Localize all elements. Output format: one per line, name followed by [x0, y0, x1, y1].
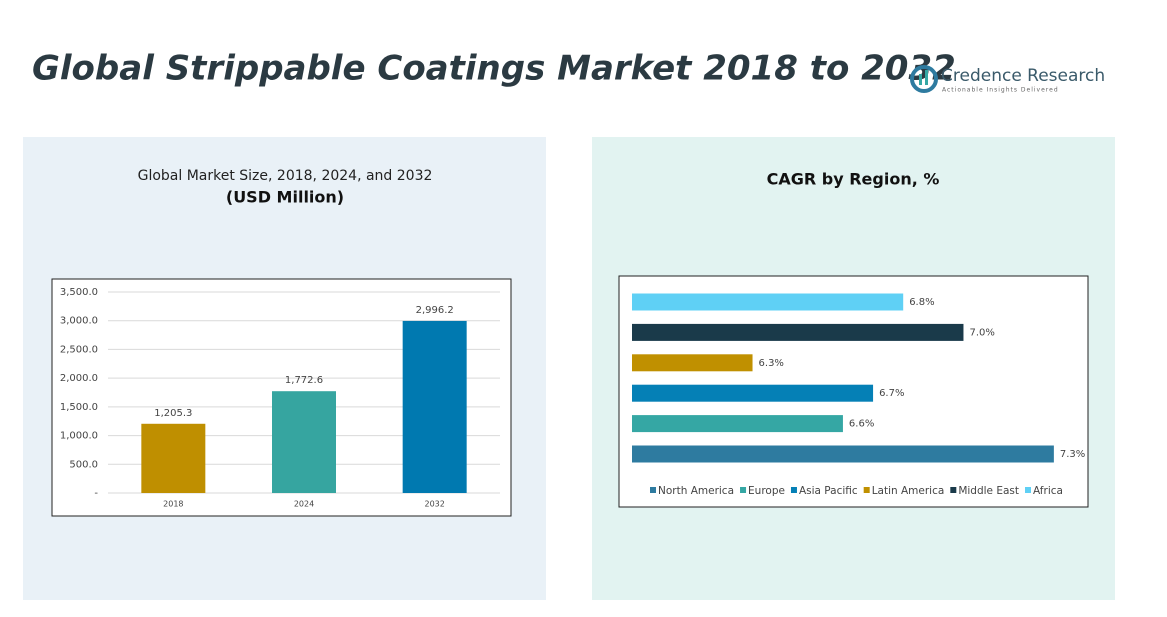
logo-icon-bar [925, 70, 928, 85]
y-tick-label: - [94, 488, 98, 499]
legend-label: Africa [1033, 485, 1063, 497]
logo-text: Credence Research [941, 66, 1105, 86]
legend-label: Europe [748, 485, 785, 497]
data-label: 6.7% [879, 388, 904, 399]
bar [632, 445, 1054, 463]
data-label: 2,996.2 [416, 305, 454, 316]
legend-swatch [740, 487, 747, 493]
y-tick-label: 3,500.0 [60, 287, 98, 298]
bar [141, 423, 206, 493]
bar [632, 384, 874, 402]
legend-label: Asia Pacific [799, 485, 858, 497]
logo-icon-bar [919, 74, 922, 85]
x-tick-label: 2024 [294, 500, 314, 509]
bar [272, 391, 336, 493]
data-label: 6.3% [759, 358, 784, 369]
chart-title: Global Market Size, 2018, 2024, and 2032 [138, 168, 433, 184]
data-label: 6.6% [849, 419, 874, 430]
logo-tagline: Actionable Insights Delivered [942, 87, 1059, 94]
y-tick-label: 2,500.0 [60, 344, 98, 355]
legend-swatch [650, 487, 656, 493]
legend-label: Middle East [958, 485, 1019, 497]
data-label: 1,205.3 [154, 408, 192, 419]
chart-title: CAGR by Region, % [767, 170, 940, 189]
bar [632, 354, 753, 372]
logo: Credence Research Actionable Insights De… [910, 65, 1105, 94]
data-label: 1,772.6 [285, 375, 323, 386]
logo-icon [910, 65, 938, 93]
legend-label: North America [658, 485, 734, 497]
y-tick-label: 3,000.0 [60, 316, 98, 327]
y-tick-label: 500.0 [69, 459, 98, 470]
legend-label: Latin America [872, 485, 945, 497]
bar [632, 415, 843, 433]
bar [632, 323, 964, 341]
legend-swatch [863, 487, 870, 493]
bar [402, 320, 467, 493]
x-tick-label: 2032 [424, 500, 444, 509]
page-title: Global Strippable Coatings Market 2018 t… [32, 49, 956, 89]
data-label: 7.3% [1060, 449, 1085, 460]
y-tick-label: 1,000.0 [60, 431, 98, 442]
chart-subtitle: (USD Million) [226, 188, 344, 207]
y-tick-label: 1,500.0 [60, 402, 98, 413]
legend-swatch [1025, 487, 1031, 493]
x-tick-label: 2018 [163, 500, 183, 509]
data-label: 7.0% [969, 327, 994, 338]
data-label: 6.8% [909, 297, 934, 308]
y-tick-label: 2,000.0 [60, 373, 98, 384]
legend-swatch [950, 487, 957, 493]
legend-swatch [790, 487, 797, 493]
bar [632, 293, 904, 311]
